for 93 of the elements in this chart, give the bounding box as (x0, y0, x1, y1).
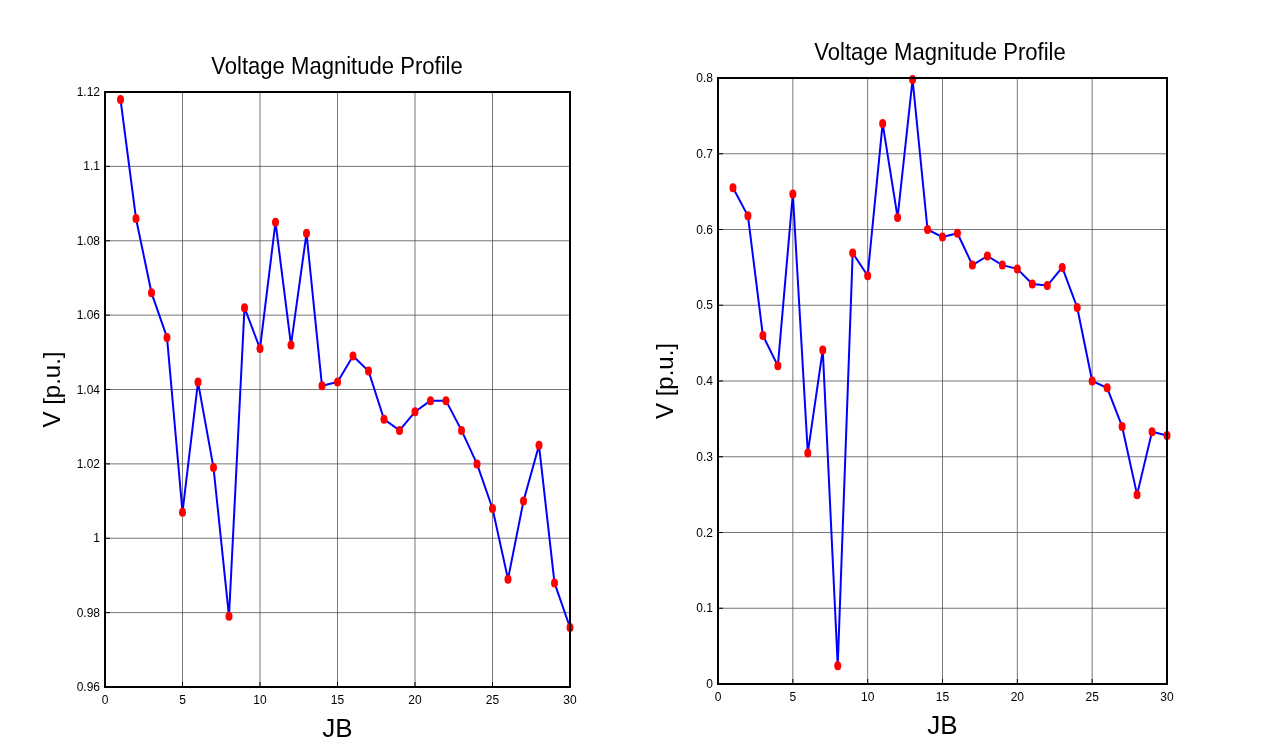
point (148, 288, 155, 298)
y-tick-label: 1.08 (76, 233, 101, 248)
point (458, 425, 465, 435)
point (473, 459, 481, 469)
point (303, 228, 310, 238)
x-tick-label: 5 (789, 690, 797, 704)
y-tick-label: 0.3 (696, 449, 714, 464)
x-tick-label: 25 (1085, 690, 1100, 704)
x-tick-label: 10 (860, 690, 875, 704)
point (864, 271, 872, 281)
point (179, 507, 186, 517)
y-tick-label: 1.04 (76, 382, 101, 397)
point (879, 118, 887, 128)
point (759, 331, 767, 341)
point (849, 248, 857, 258)
x-axis-title: JB (927, 710, 958, 740)
point (744, 211, 752, 221)
y-tick-label: 0.2 (696, 525, 714, 540)
point (834, 661, 842, 671)
y-tick-label: 0.7 (696, 146, 714, 161)
point (939, 232, 946, 242)
point (1118, 421, 1126, 431)
point (225, 611, 233, 621)
y-axis-title: V [p.u.] (651, 342, 678, 420)
point (241, 303, 248, 313)
point (504, 574, 512, 584)
y-tick-label: 0.96 (76, 680, 101, 694)
point (442, 396, 450, 406)
y-tick-label: 1.1 (83, 159, 101, 174)
point (427, 396, 434, 406)
point (968, 260, 976, 270)
chart-title: Voltage Magnitude Profile (814, 38, 1066, 66)
point (535, 440, 543, 450)
point (953, 228, 961, 238)
point (789, 189, 797, 199)
y-tick-label: 0.5 (696, 298, 714, 313)
point (1088, 376, 1096, 386)
y-tick-label: 1.06 (76, 308, 101, 323)
point (551, 578, 558, 588)
y-tick-label: 0.8 (696, 71, 714, 85)
x-tick-label: 25 (485, 693, 500, 707)
x-tick-label: 5 (179, 693, 187, 707)
point (774, 361, 782, 371)
point (1028, 279, 1036, 289)
point (380, 414, 388, 424)
point (272, 217, 279, 227)
y-tick-label: 1.02 (76, 456, 101, 471)
point (117, 94, 124, 104)
y-tick-label: 0.98 (76, 605, 101, 620)
point (194, 377, 202, 387)
x-tick-label: 30 (563, 693, 577, 707)
x-axis-title: JB (322, 713, 353, 743)
point (819, 345, 827, 355)
point (998, 260, 1006, 270)
x-tick-label: 30 (1160, 690, 1174, 704)
x-tick-label: 15 (935, 690, 950, 704)
point (924, 225, 932, 234)
y-tick-label: 1.12 (76, 85, 101, 99)
point (1013, 264, 1021, 274)
point (256, 344, 264, 354)
y-tick-label: 0.4 (696, 374, 714, 388)
y-tick-label: 0.1 (696, 601, 714, 616)
point (163, 332, 171, 342)
point (287, 340, 295, 350)
point (365, 366, 372, 376)
point (396, 425, 403, 435)
point (729, 183, 737, 193)
point (132, 213, 140, 223)
point (1058, 262, 1066, 272)
point (1133, 490, 1141, 500)
point (210, 463, 217, 473)
y-tick-label: 0.6 (696, 222, 714, 237)
x-tick-label: 15 (330, 693, 345, 707)
y-axis-title: V [p.u.] (38, 351, 65, 428)
point (983, 251, 991, 261)
x-tick-label: 10 (253, 693, 267, 707)
y-tick-label: 1 (93, 531, 101, 546)
point (520, 496, 527, 506)
point (349, 351, 357, 361)
x-tick-label: 20 (408, 693, 422, 707)
point (1043, 281, 1051, 291)
point (894, 212, 902, 222)
point (804, 448, 812, 458)
point (1148, 427, 1156, 437)
point (489, 504, 496, 513)
point (411, 407, 419, 417)
x-tick-label: 20 (1010, 690, 1025, 704)
point (1103, 383, 1111, 393)
point (1073, 303, 1081, 313)
point (334, 377, 341, 387)
y-tick-label: 0 (706, 677, 714, 691)
point (318, 381, 326, 391)
chart-title: Voltage Magnitude Profile (211, 52, 463, 80)
